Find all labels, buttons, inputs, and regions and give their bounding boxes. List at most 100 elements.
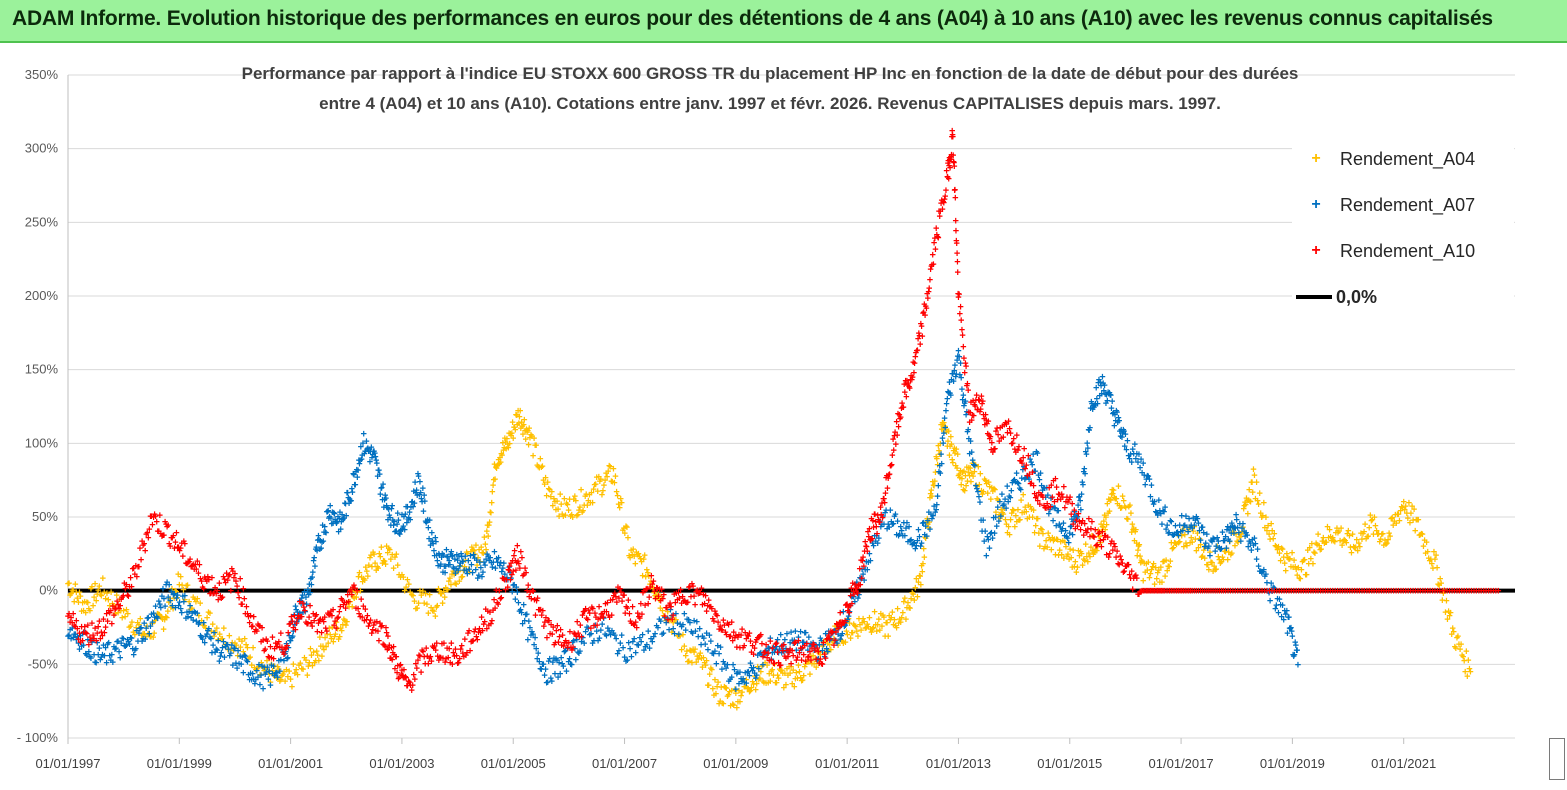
data-point: + [906, 521, 912, 533]
data-point: + [961, 466, 967, 478]
data-point: + [1087, 552, 1093, 564]
data-point: + [670, 617, 676, 629]
data-point: + [1307, 542, 1313, 554]
data-point: + [1135, 545, 1141, 557]
data-point: + [1020, 490, 1026, 502]
data-point: + [1288, 561, 1294, 573]
data-point: + [344, 616, 350, 628]
data-point: + [1162, 502, 1168, 514]
data-point: + [1367, 510, 1373, 522]
data-point: + [1134, 550, 1140, 562]
data-point: + [930, 480, 936, 492]
scroll-handle[interactable] [1549, 738, 1565, 780]
data-point: + [327, 629, 333, 641]
data-point: + [1408, 508, 1414, 520]
data-point: + [1384, 538, 1390, 550]
data-point: + [1407, 517, 1413, 529]
data-point: + [907, 603, 913, 615]
data-point: + [237, 651, 243, 663]
data-point: + [246, 674, 252, 686]
data-point: + [714, 681, 720, 693]
data-point: + [670, 610, 676, 622]
data-point: + [795, 660, 801, 672]
data-point: + [931, 481, 937, 493]
data-point: + [716, 698, 722, 710]
data-point: + [1254, 544, 1260, 556]
data-point: + [790, 665, 796, 677]
data-point: + [1037, 541, 1043, 553]
data-point: + [355, 572, 361, 584]
data-point: + [927, 492, 933, 504]
data-point: + [324, 626, 330, 638]
data-point: + [1422, 548, 1428, 560]
data-point: + [153, 612, 159, 624]
data-point: + [1085, 556, 1091, 568]
data-point: + [209, 648, 215, 660]
data-point: + [979, 489, 985, 501]
data-point: + [864, 619, 870, 631]
data-point: + [653, 592, 659, 604]
data-point: + [159, 591, 165, 603]
data-point: + [906, 603, 912, 615]
data-point: + [269, 665, 275, 677]
data-point: + [340, 619, 346, 631]
data-point: + [140, 629, 146, 641]
data-point: + [673, 615, 679, 627]
data-point: + [574, 510, 580, 522]
data-point: + [1083, 539, 1089, 551]
data-point: + [1082, 469, 1088, 481]
data-point: + [323, 642, 329, 654]
data-point: + [933, 451, 939, 463]
data-point: + [629, 549, 635, 561]
data-point: + [102, 594, 108, 606]
data-point: + [1112, 494, 1118, 506]
data-point: + [194, 594, 200, 606]
legend-item-a07: + Rendement_A07 [1292, 190, 1475, 220]
data-point: + [1264, 525, 1270, 537]
data-point: + [637, 554, 643, 566]
data-point: + [420, 586, 426, 598]
data-point: + [923, 517, 929, 529]
data-point: + [1293, 564, 1299, 576]
data-point: + [819, 641, 825, 653]
data-point: + [1148, 480, 1154, 492]
series-Rendement_A07: ++++++++++++++++++++++++++++++++++++++++… [65, 346, 1301, 696]
data-point: + [1138, 555, 1144, 567]
data-point: + [1348, 548, 1354, 560]
data-point: + [119, 612, 125, 624]
data-point: + [753, 679, 759, 691]
legend-line-zero [1296, 295, 1332, 299]
data-point: + [1054, 534, 1060, 546]
data-point: + [1220, 555, 1226, 567]
data-point: + [811, 658, 817, 670]
data-point: + [259, 661, 265, 673]
data-point: + [76, 587, 82, 599]
data-point: + [241, 650, 247, 662]
data-point: + [545, 484, 551, 496]
data-point: + [253, 664, 259, 676]
data-point: + [872, 619, 878, 631]
data-point: + [470, 544, 476, 556]
data-point: + [215, 635, 221, 647]
data-point: + [198, 632, 204, 644]
data-point: + [1129, 519, 1135, 531]
data-point: + [148, 609, 154, 621]
data-point: + [307, 644, 313, 656]
data-point: + [544, 477, 550, 489]
data-point: + [284, 641, 290, 653]
data-point: + [1224, 554, 1230, 566]
data-point: + [222, 642, 228, 654]
data-point: + [474, 560, 480, 572]
data-point: + [741, 682, 747, 694]
data-point: + [477, 556, 483, 568]
data-point: + [952, 460, 958, 472]
data-point: + [1230, 527, 1236, 539]
data-point: + [831, 633, 837, 645]
data-point: + [548, 492, 554, 504]
data-point: + [122, 641, 128, 653]
data-point: + [260, 663, 266, 675]
data-point: + [245, 670, 251, 682]
data-points: ++++++++++++++++++++++++++++++++++++++++… [65, 125, 1502, 714]
data-point: + [156, 609, 162, 621]
data-point: + [70, 585, 76, 597]
